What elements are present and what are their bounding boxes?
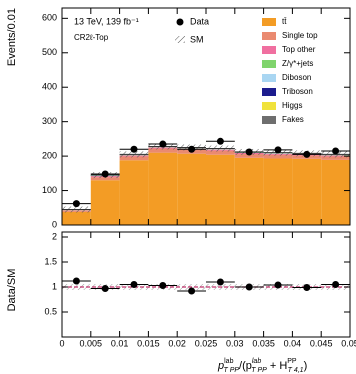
y-axis-label: Events/0.01 bbox=[6, 8, 18, 66]
legend-label: Higgs bbox=[282, 101, 302, 110]
x-axis-label: plab T PP/(plab T PP + HPP T 4,1) bbox=[217, 358, 307, 374]
x-label-part: T 4,1 bbox=[288, 367, 304, 374]
x-tick-label: 0.01 bbox=[111, 338, 129, 348]
stack-segment bbox=[148, 152, 178, 225]
stack-segment bbox=[177, 153, 206, 225]
y-tick-label: 200 bbox=[42, 150, 57, 160]
ratio-point bbox=[245, 283, 253, 291]
legend-swatch bbox=[262, 116, 276, 124]
stack-segment bbox=[321, 156, 350, 160]
ratio-point bbox=[101, 285, 109, 292]
stack-segment bbox=[62, 211, 91, 225]
y-tick-label: 400 bbox=[42, 82, 57, 92]
legend-label: SM bbox=[190, 34, 204, 44]
y-tick-label: 1.5 bbox=[44, 256, 57, 266]
x-tick-label: 0.02 bbox=[168, 338, 186, 348]
ratio-point bbox=[303, 284, 311, 291]
data-point bbox=[303, 150, 311, 158]
ratio-point bbox=[159, 282, 167, 289]
x-tick-label: 0.04 bbox=[284, 338, 302, 348]
data-point bbox=[245, 148, 253, 156]
data-point bbox=[332, 147, 340, 155]
x-tick-label: 0.05 bbox=[341, 338, 356, 348]
legend-label: Top other bbox=[282, 45, 316, 54]
x-tick-label: 0.005 bbox=[80, 338, 103, 348]
y-tick-label: 500 bbox=[42, 47, 57, 57]
stack-segment bbox=[206, 154, 235, 225]
stack-segment bbox=[148, 148, 178, 153]
x-tick-label: 0.035 bbox=[252, 338, 275, 348]
x-tick-label: 0 bbox=[59, 338, 64, 348]
legend-swatch bbox=[262, 32, 276, 40]
stack-segment bbox=[234, 154, 264, 158]
x-label-part: PP bbox=[287, 358, 297, 365]
legend-label: Diboson bbox=[282, 73, 311, 82]
stack-segment bbox=[321, 159, 350, 225]
y-tick-label: 0 bbox=[52, 219, 57, 229]
x-label-part: lab bbox=[252, 358, 261, 365]
data-point bbox=[101, 170, 109, 178]
legend-swatch bbox=[175, 36, 185, 43]
legend-label: Triboson bbox=[282, 87, 313, 96]
x-label-part: /(p bbox=[239, 360, 252, 372]
x-tick-label: 0.015 bbox=[137, 338, 160, 348]
x-tick-label: 0.045 bbox=[310, 338, 333, 348]
legend-label: Data bbox=[190, 16, 209, 26]
stack-segment bbox=[119, 160, 149, 225]
stack-segment bbox=[206, 150, 235, 155]
legend-swatch bbox=[262, 46, 276, 54]
legend-label: Single top bbox=[282, 31, 318, 40]
x-tick-label: 0.03 bbox=[226, 338, 244, 348]
data-point bbox=[216, 137, 224, 145]
y-tick-label: 600 bbox=[42, 13, 57, 23]
stack-segment bbox=[90, 177, 120, 181]
legend-swatch bbox=[262, 74, 276, 82]
x-label-part: T PP bbox=[251, 367, 267, 374]
data-point bbox=[130, 145, 138, 153]
y-tick-label: 2 bbox=[52, 231, 57, 241]
x-label-part: p bbox=[217, 360, 224, 372]
y-axis-label: Data/SM bbox=[6, 269, 18, 312]
legend-marker bbox=[176, 18, 184, 26]
ratio-point bbox=[274, 281, 282, 289]
x-label-part: + H bbox=[267, 360, 288, 372]
data-point bbox=[159, 140, 167, 148]
y-tick-label: 300 bbox=[42, 116, 57, 126]
data-point bbox=[274, 146, 282, 154]
stack-segment bbox=[90, 180, 120, 225]
y-tick-label: 1 bbox=[52, 281, 57, 291]
stack-segment bbox=[263, 154, 293, 159]
data-point bbox=[72, 200, 80, 208]
ratio-point bbox=[216, 278, 224, 286]
legend-label: tt̄ bbox=[282, 17, 287, 26]
x-tick-label: 0.025 bbox=[195, 338, 218, 348]
ratio-point bbox=[72, 277, 80, 285]
x-label-part: T PP bbox=[223, 367, 239, 374]
legend-swatch bbox=[262, 60, 276, 68]
legend-swatch bbox=[262, 102, 276, 110]
x-label-part: ) bbox=[304, 360, 308, 372]
legend-swatch bbox=[262, 88, 276, 96]
stack-segment bbox=[263, 158, 293, 225]
y-tick-label: 0.5 bbox=[44, 306, 57, 316]
legend-swatch bbox=[262, 18, 276, 26]
stack-segment bbox=[119, 156, 149, 161]
x-label-part: lab bbox=[224, 358, 233, 365]
ratio-point bbox=[332, 281, 340, 288]
ratio-point bbox=[130, 281, 138, 288]
data-point bbox=[188, 145, 196, 153]
stack-segment bbox=[292, 158, 322, 225]
annotation: 13 TeV, 139 fb⁻¹ bbox=[74, 16, 139, 26]
legend-label: Z/γ*+jets bbox=[282, 59, 313, 68]
legend-label: Fakes bbox=[282, 115, 304, 124]
ratio-point bbox=[188, 287, 196, 295]
y-tick-label: 100 bbox=[42, 185, 57, 195]
stack-segment bbox=[234, 157, 264, 225]
annotation: CR2ℓ-Top bbox=[74, 33, 109, 42]
